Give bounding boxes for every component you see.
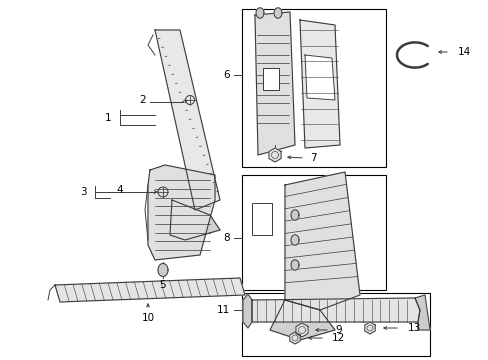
Text: 5: 5 bbox=[160, 280, 166, 290]
Polygon shape bbox=[55, 278, 244, 302]
Polygon shape bbox=[295, 323, 307, 337]
Bar bbox=[242, 293, 429, 356]
Polygon shape bbox=[155, 30, 220, 210]
Polygon shape bbox=[290, 260, 298, 270]
Polygon shape bbox=[251, 298, 419, 322]
Polygon shape bbox=[299, 20, 339, 148]
Polygon shape bbox=[269, 300, 334, 340]
Polygon shape bbox=[273, 8, 282, 18]
Bar bbox=[263, 68, 279, 90]
Text: 2: 2 bbox=[140, 95, 146, 105]
Polygon shape bbox=[256, 8, 264, 18]
Bar bbox=[242, 175, 386, 290]
Text: 3: 3 bbox=[80, 187, 86, 197]
Text: 4: 4 bbox=[117, 185, 123, 195]
Bar bbox=[242, 9, 386, 167]
Polygon shape bbox=[268, 148, 281, 162]
Polygon shape bbox=[158, 264, 168, 276]
Polygon shape bbox=[364, 322, 374, 334]
Polygon shape bbox=[254, 12, 294, 155]
Text: 1: 1 bbox=[104, 113, 111, 123]
Polygon shape bbox=[305, 55, 334, 100]
Text: 7: 7 bbox=[309, 153, 316, 163]
Polygon shape bbox=[285, 172, 359, 310]
Text: 6: 6 bbox=[223, 70, 229, 80]
Polygon shape bbox=[170, 200, 220, 240]
Polygon shape bbox=[414, 295, 429, 330]
Text: 9: 9 bbox=[334, 325, 341, 335]
Bar bbox=[251, 203, 271, 235]
Text: 14: 14 bbox=[457, 47, 470, 57]
Polygon shape bbox=[148, 165, 215, 260]
Polygon shape bbox=[289, 332, 300, 344]
Polygon shape bbox=[290, 235, 298, 245]
Text: 10: 10 bbox=[141, 313, 154, 323]
Text: 12: 12 bbox=[331, 333, 345, 343]
Text: 13: 13 bbox=[407, 323, 420, 333]
Text: 8: 8 bbox=[223, 233, 229, 243]
Polygon shape bbox=[290, 210, 298, 220]
Text: 11: 11 bbox=[216, 305, 229, 315]
Polygon shape bbox=[243, 294, 251, 328]
